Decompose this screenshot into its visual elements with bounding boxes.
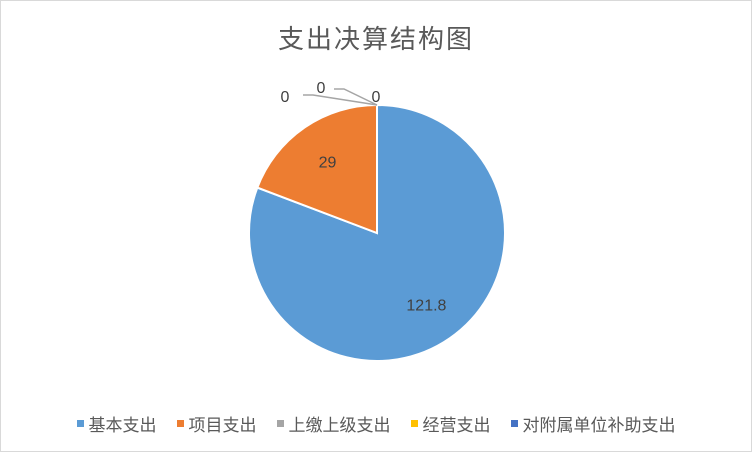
legend-item-0: 基本支出 — [76, 411, 157, 436]
leader-line-2 — [303, 94, 378, 106]
legend-label: 经营支出 — [422, 416, 491, 436]
pie-slice-1 — [256, 103, 378, 235]
chart-title: 支出决算结构图 — [277, 25, 474, 55]
data-label-0: 121.8 — [406, 298, 446, 315]
legend-swatch — [276, 420, 284, 427]
legend-label: 项目支出 — [188, 416, 257, 436]
leader-line-3 — [334, 88, 378, 106]
legend-swatch — [76, 420, 84, 427]
legend: 基本支出 项目支出 上缴上级支出 经营支出 对附属单位补助支出 — [1, 411, 751, 436]
data-label-4: 0 — [372, 89, 381, 106]
legend-item-4: 对附属单位补助支出 — [510, 411, 676, 436]
legend-item-2: 上缴上级支出 — [276, 411, 391, 436]
pie-slice-0 — [248, 103, 506, 362]
data-label-3: 0 — [317, 80, 326, 97]
legend-label: 基本支出 — [88, 416, 157, 436]
legend-item-3: 经营支出 — [410, 411, 491, 436]
data-label-1: 29 — [319, 154, 337, 171]
legend-swatch — [410, 420, 418, 427]
legend-label: 上缴上级支出 — [288, 416, 391, 436]
legend-item-1: 项目支出 — [176, 411, 257, 436]
legend-label: 对附属单位补助支出 — [522, 416, 676, 436]
legend-swatch — [510, 420, 518, 427]
data-label-2: 0 — [281, 89, 290, 106]
legend-swatch — [176, 420, 184, 427]
